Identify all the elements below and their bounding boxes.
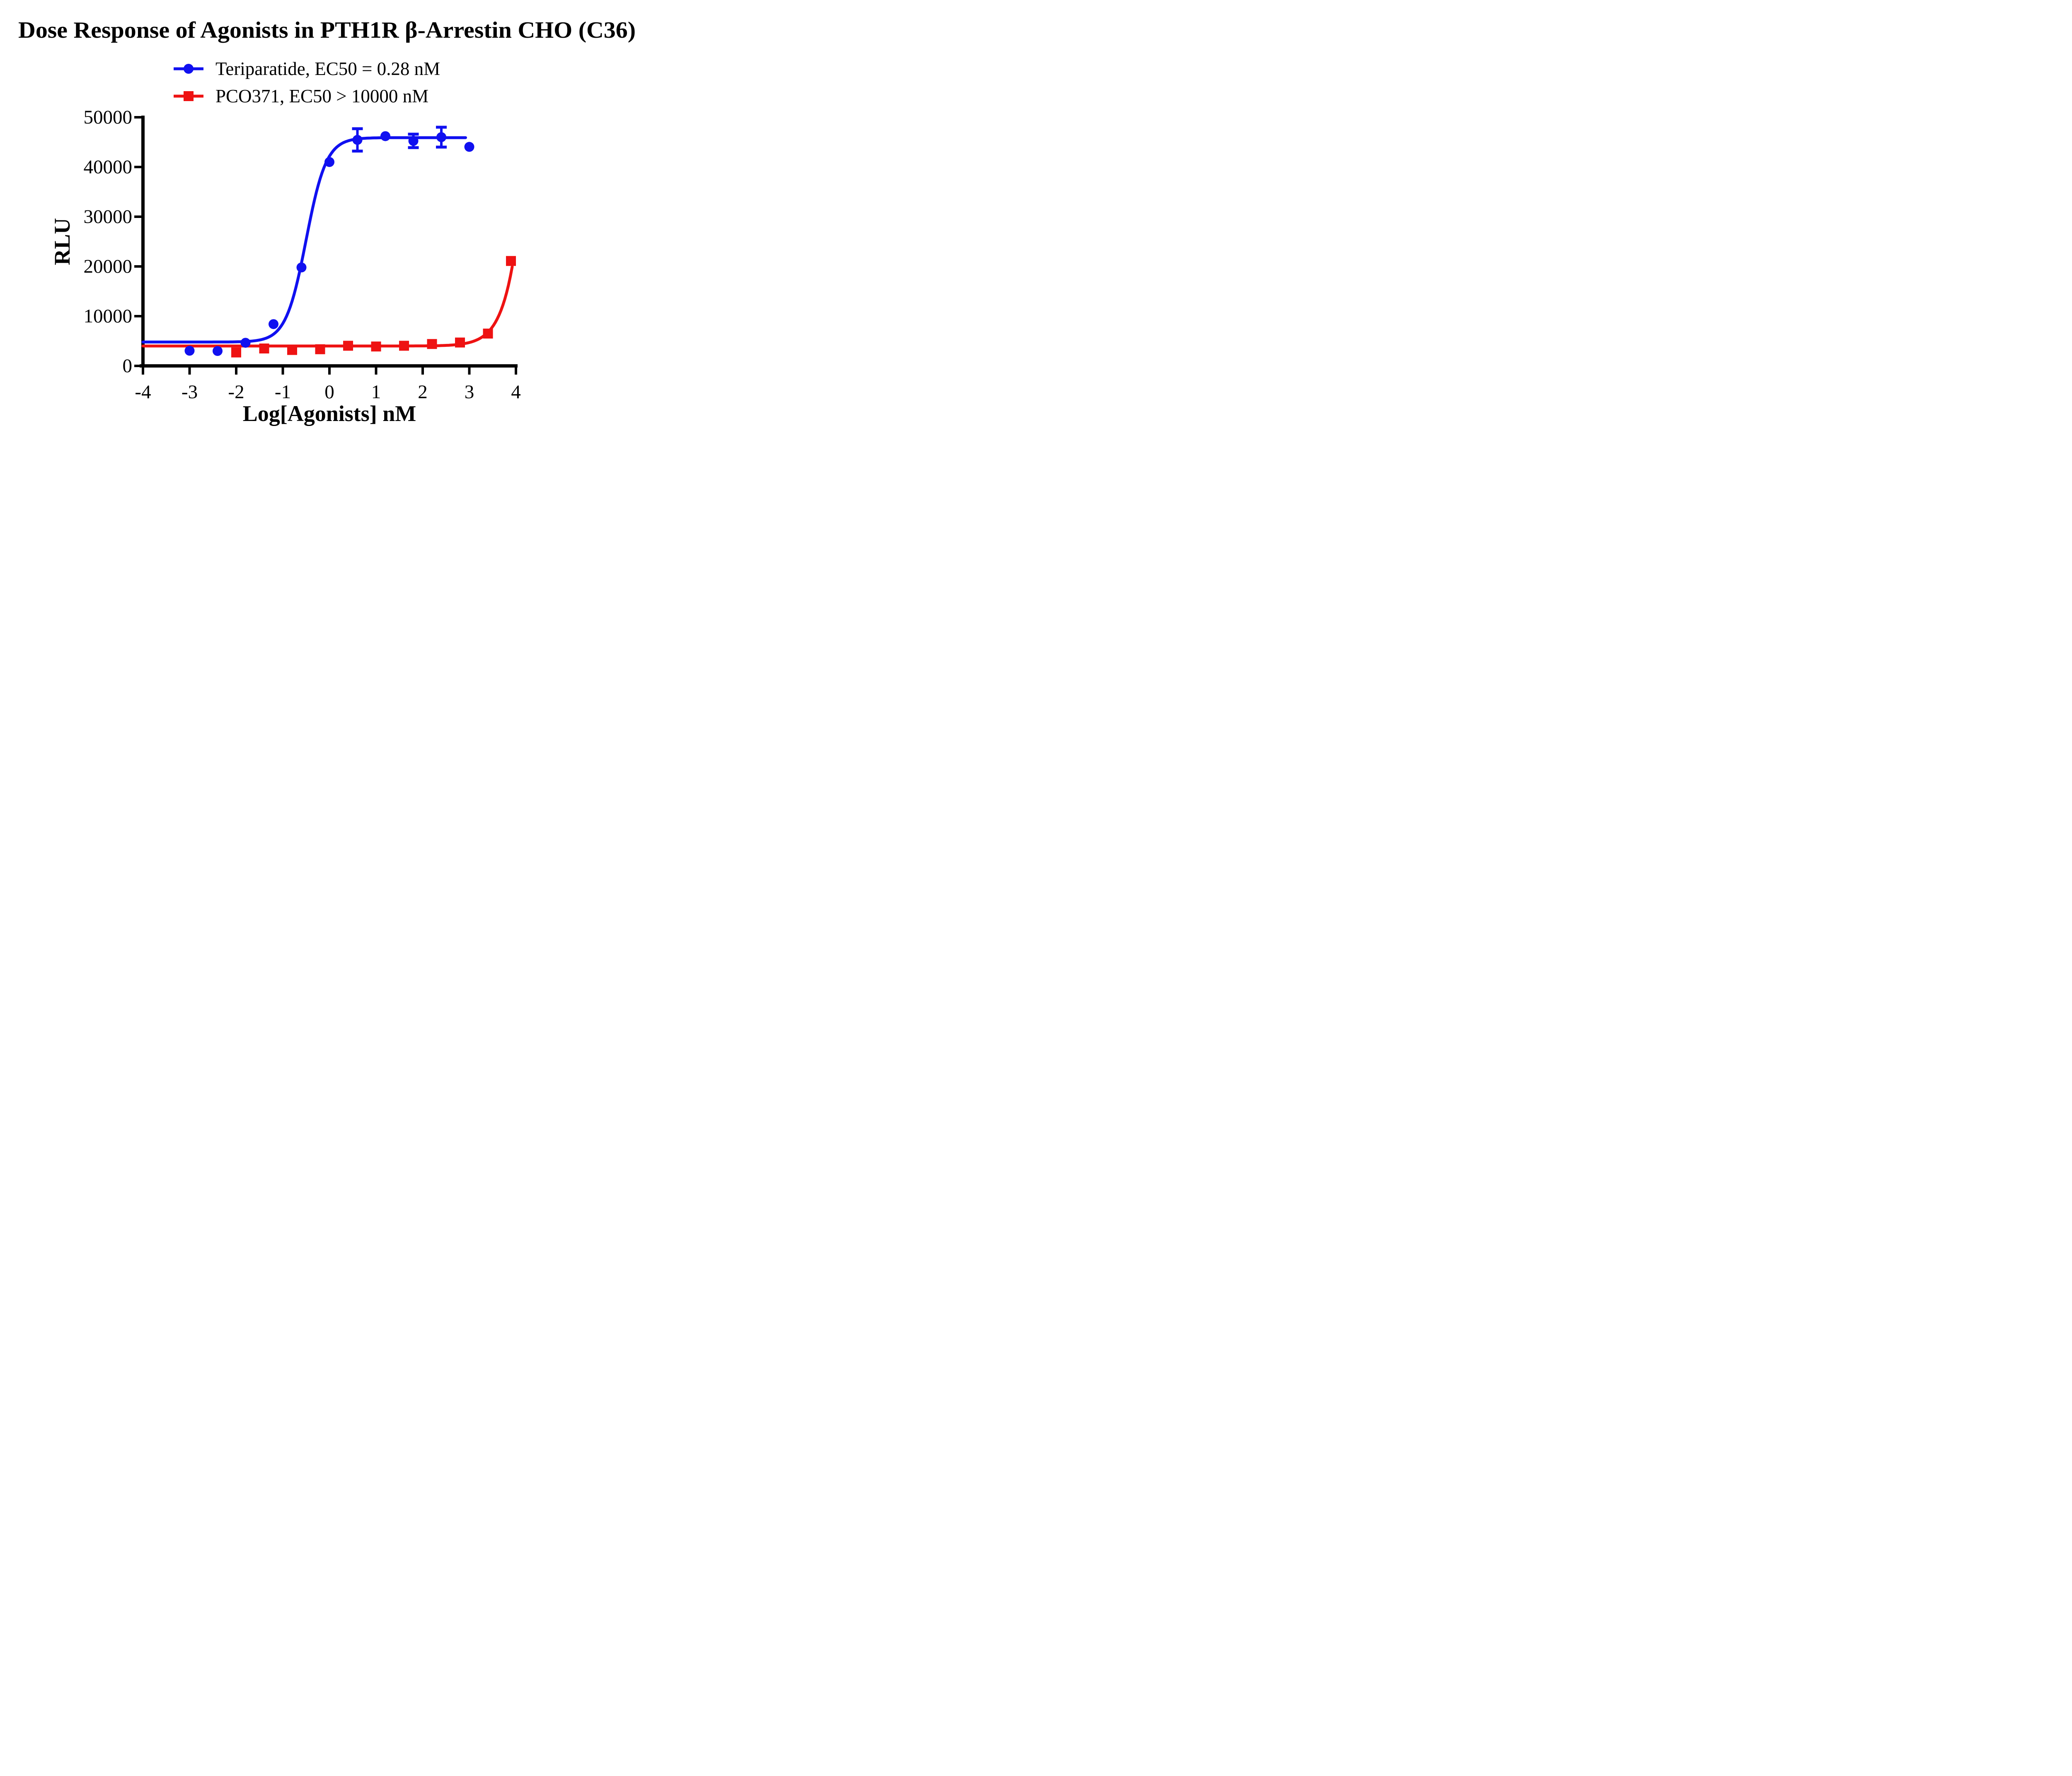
data-point-pco371 [399,341,409,351]
x-tick-label: -1 [275,381,291,403]
data-point-teriparatide [352,135,363,145]
legend-item-pco371: PCO371, EC50 > 10000 nM [174,86,428,106]
x-tick-label: -4 [135,381,151,403]
y-tick-label: 40000 [84,156,133,178]
legend-label-pco371: PCO371, EC50 > 10000 nM [215,86,428,106]
x-tick-label: 4 [511,381,521,403]
data-point-pco371 [506,256,516,266]
data-point-pco371 [231,347,241,358]
x-axis-title: Log[Agonists] nM [243,401,416,426]
x-tick-label: -3 [182,381,198,403]
axes: -4 -3 -2 -1 0 1 2 3 4 0 10000 20000 30000 40000 50000 [84,106,521,403]
data-point-teriparatide [184,346,195,356]
data-point-teriparatide [408,136,419,146]
data-point-teriparatide [380,131,390,141]
x-tick-label: 1 [371,381,381,403]
data-point-pco371 [483,329,493,339]
data-point-teriparatide [269,319,278,329]
legend-item-teriparatide: Teriparatide, EC50 = 0.28 nM [174,58,440,79]
dose-response-figure: Dose Response of Agonists in PTH1R β-Arr… [0,0,654,444]
legend-circle-marker-icon [184,64,194,74]
chart-title: Dose Response of Agonists in PTH1R β-Arr… [18,17,636,43]
y-tick-label: 0 [123,355,133,377]
data-point-teriparatide [324,157,334,167]
y-tick-label: 10000 [84,305,133,327]
data-point-teriparatide [464,142,474,152]
x-tick-label: 3 [465,381,474,403]
y-tick-label: 50000 [84,106,133,128]
chart-canvas: Dose Response of Agonists in PTH1R β-Arr… [18,17,636,426]
data-point-pco371 [455,337,465,348]
series-layer [141,126,516,358]
legend-label-teriparatide: Teriparatide, EC50 = 0.28 nM [215,58,440,79]
x-tick-label: 0 [324,381,334,403]
y-axis-title: RLU [50,218,75,265]
data-point-pco371 [371,341,381,352]
y-tick-label: 20000 [84,256,133,277]
fit-curve-teriparatide [141,136,467,344]
data-point-teriparatide [213,346,223,356]
data-point-teriparatide [296,262,307,273]
legend: Teriparatide, EC50 = 0.28 nM PCO371, EC5… [174,58,440,106]
legend-square-marker-icon [184,91,194,101]
data-point-pco371 [315,344,325,354]
data-point-teriparatide [240,338,251,348]
y-tick-label: 30000 [84,206,133,227]
data-point-teriparatide [436,132,446,142]
data-point-pco371 [287,345,297,355]
x-tick-label: 2 [418,381,428,403]
data-point-pco371 [259,344,269,353]
x-tick-label: -2 [228,381,244,403]
data-point-pco371 [343,341,353,351]
data-point-pco371 [427,339,437,349]
fit-curve-pco371 [141,265,514,348]
